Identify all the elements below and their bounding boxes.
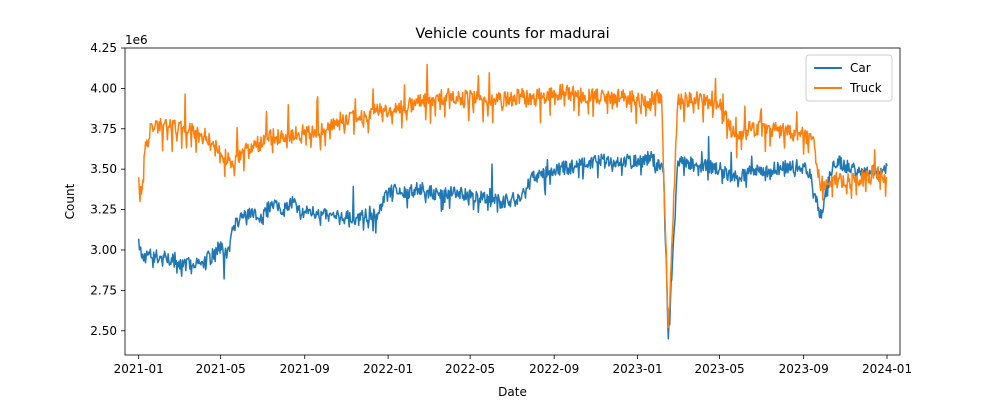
x-axis: 2021-01 2021-05 2021-09 2022-01 2022-05 2022-… (114, 355, 912, 376)
x-tick-label: 2021-01 (114, 362, 164, 376)
x-tick-label: 2023-09 (779, 362, 829, 376)
x-tick-label: 2021-09 (280, 362, 330, 376)
y-tick-label: 3.00 (90, 243, 117, 257)
legend-box (805, 54, 893, 102)
plot-frame (124, 47, 901, 356)
chart-title: Vehicle counts for madurai (415, 26, 609, 42)
legend-label-truck: Truck (849, 81, 882, 95)
y-tick-label: 4.25 (90, 41, 117, 55)
x-tick-label: 2023-01 (612, 362, 662, 376)
y-axis-label: Count (63, 183, 77, 219)
y-tick-label: 2.50 (90, 324, 117, 338)
x-axis-label: Date (498, 385, 527, 399)
x-tick-label: 2023-05 (695, 362, 745, 376)
y-tick-label: 4.00 (90, 81, 117, 95)
plot-area (137, 63, 888, 340)
legend: Car Truck (805, 54, 893, 102)
legend-label-car: Car (850, 61, 871, 75)
y-offset-label: 1e6 (125, 33, 148, 47)
series-line-car (137, 135, 888, 340)
y-axis: 2.50 2.75 3.00 3.25 3.50 3.75 4.00 4.25 (90, 41, 125, 338)
x-tick-label: 2024-01 (862, 362, 912, 376)
x-tick-label: 2022-05 (445, 362, 495, 376)
y-tick-label: 3.25 (90, 203, 117, 217)
x-tick-label: 2021-05 (196, 362, 246, 376)
series-line-truck (137, 63, 888, 329)
y-tick-label: 2.75 (90, 283, 117, 297)
y-tick-label: 3.75 (90, 122, 117, 136)
x-tick-label: 2022-09 (529, 362, 579, 376)
x-tick-label: 2022-01 (363, 362, 413, 376)
y-tick-label: 3.50 (90, 162, 117, 176)
